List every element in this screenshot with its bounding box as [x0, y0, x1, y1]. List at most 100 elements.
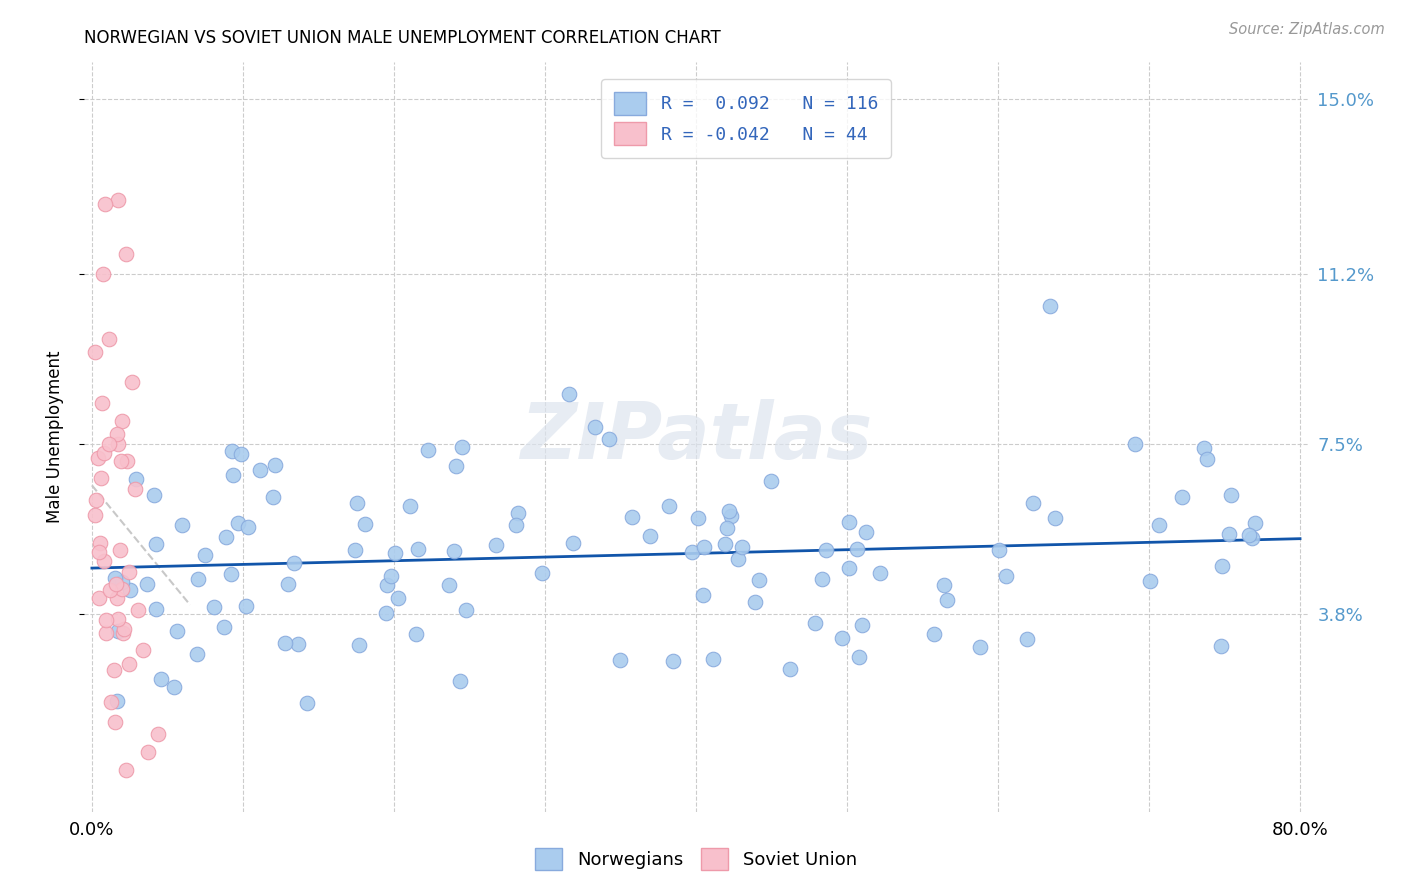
Point: [107, 612, 129, 626]
Point: [127, 603, 149, 617]
Point: [869, 566, 891, 581]
Point: [87, 591, 110, 606]
Point: [804, 615, 827, 630]
Point: [86, 492, 108, 507]
Point: [530, 566, 553, 580]
Point: [1043, 510, 1066, 524]
Point: [969, 640, 991, 654]
Point: [418, 442, 440, 457]
Point: [932, 578, 955, 592]
Point: [194, 549, 217, 563]
Point: [187, 573, 209, 587]
Point: [135, 577, 157, 591]
Point: [399, 499, 422, 513]
Point: [1240, 531, 1263, 545]
Point: [93, 446, 115, 460]
Point: [988, 543, 1011, 558]
Point: [1220, 488, 1243, 502]
Point: [264, 458, 287, 472]
Point: [238, 520, 260, 534]
Point: [1211, 558, 1233, 573]
Point: [222, 468, 245, 483]
Point: [1147, 518, 1170, 533]
Point: [759, 474, 782, 488]
Point: [387, 591, 409, 605]
Point: [443, 543, 465, 558]
Point: [1139, 574, 1161, 589]
Point: [110, 574, 132, 589]
Point: [810, 572, 832, 586]
Point: [94, 625, 117, 640]
Text: NORWEGIAN VS SOVIET UNION MALE UNEMPLOYMENT CORRELATION CHART: NORWEGIAN VS SOVIET UNION MALE UNEMPLOYM…: [84, 29, 721, 47]
Text: Source: ZipAtlas.com: Source: ZipAtlas.com: [1229, 22, 1385, 37]
Point: [108, 543, 131, 558]
Point: [449, 674, 471, 689]
Point: [136, 745, 159, 759]
Point: [120, 583, 142, 598]
Point: [83, 508, 105, 522]
Point: [838, 560, 860, 574]
Point: [132, 642, 155, 657]
Point: [686, 511, 709, 525]
Point: [287, 637, 309, 651]
Point: [283, 556, 305, 570]
Point: [354, 516, 377, 531]
Point: [104, 572, 127, 586]
Point: [89, 535, 111, 549]
Point: [84, 345, 107, 359]
Point: [166, 624, 188, 639]
Point: [91, 267, 114, 281]
Point: [229, 448, 252, 462]
Point: [681, 544, 703, 558]
Point: [146, 726, 169, 740]
Text: ZIPatlas: ZIPatlas: [520, 399, 872, 475]
Point: [87, 545, 110, 559]
Point: [1192, 442, 1215, 456]
Point: [720, 508, 742, 523]
Point: [658, 500, 681, 514]
Point: [107, 624, 129, 638]
Point: [748, 573, 770, 587]
Point: [90, 395, 112, 409]
Point: [295, 696, 318, 710]
Point: [118, 566, 141, 580]
Point: [851, 618, 873, 632]
Point: [450, 440, 472, 454]
Point: [110, 454, 132, 468]
Point: [609, 653, 631, 667]
Point: [1123, 437, 1146, 451]
Point: [347, 638, 370, 652]
Point: [103, 663, 125, 677]
Point: [558, 387, 581, 401]
Point: [855, 525, 877, 540]
Point: [97, 332, 120, 346]
Point: [90, 471, 112, 485]
Point: [505, 517, 527, 532]
Point: [485, 538, 508, 552]
Point: [374, 606, 396, 620]
Point: [262, 491, 284, 505]
Point: [702, 652, 724, 666]
Point: [1015, 632, 1038, 646]
Point: [384, 546, 406, 560]
Point: [111, 414, 134, 428]
Point: [405, 627, 427, 641]
Y-axis label: Male Unemployment: Male Unemployment: [45, 351, 63, 524]
Point: [125, 472, 148, 486]
Point: [779, 662, 801, 676]
Point: [1195, 452, 1218, 467]
Point: [1237, 527, 1260, 541]
Point: [98, 582, 121, 597]
Point: [145, 537, 167, 551]
Point: [86, 450, 108, 465]
Point: [110, 582, 132, 596]
Point: [105, 591, 128, 606]
Point: [846, 541, 869, 556]
Point: [831, 632, 853, 646]
Point: [124, 483, 146, 497]
Point: [145, 602, 167, 616]
Point: [94, 613, 117, 627]
Point: [115, 764, 138, 778]
Point: [277, 577, 299, 591]
Point: [115, 453, 138, 467]
